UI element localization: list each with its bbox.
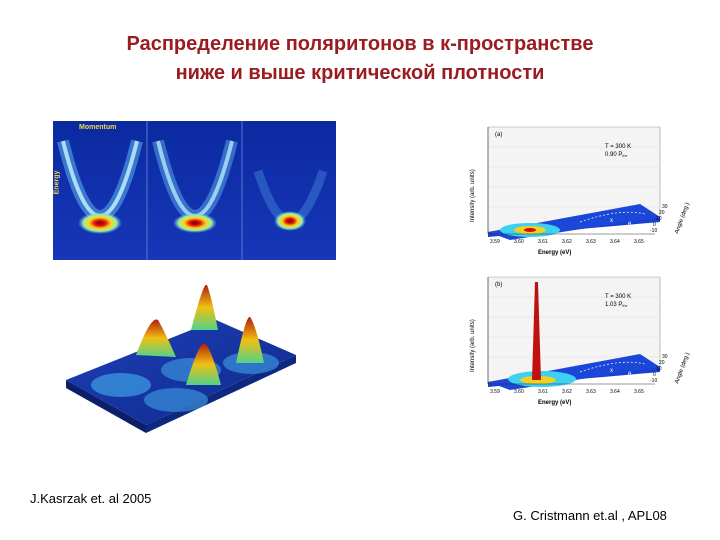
momentum-label: Momentum	[79, 124, 117, 131]
spectrum-panel-b: (b) T = 300 K 1.03 Pthr x θ Intensity (a…	[460, 272, 691, 407]
reference-right: G. Cristmann et.al , APL08	[513, 508, 667, 523]
a-z-tick: 0	[653, 222, 656, 228]
b-z-tick: 0	[653, 372, 656, 378]
b-x-tick: 3.61	[538, 389, 548, 395]
spectrum-a-kx: x	[610, 218, 613, 224]
surface-plot-graphic	[66, 284, 296, 433]
spectrum-a-panel-label: (a)	[495, 132, 502, 138]
a-x-tick: 3.59	[490, 239, 500, 245]
a-x-tick: 3.61	[538, 239, 548, 245]
spectrum-b-zlabel: Angle (deg.)	[674, 352, 690, 385]
spectrum-b-theta: θ	[628, 372, 632, 378]
a-x-tick: 3.65	[634, 239, 644, 245]
dispersion-image: Momentum Energy	[53, 121, 336, 260]
spectrum-a-zlabel: Angle (deg.)	[674, 202, 690, 235]
a-z-tick: -10	[650, 228, 657, 234]
energy-label: Energy	[53, 170, 61, 195]
b-x-tick: 3.59	[490, 389, 500, 395]
slide-title-line-2: ниже и выше критической плотности	[175, 62, 545, 84]
a-x-tick: 3.63	[586, 239, 596, 245]
a-x-tick: 3.60	[514, 239, 524, 245]
spectrum-b-kx: x	[610, 368, 613, 374]
spectrum-b-xlabel: Energy (eV)	[538, 400, 571, 406]
a-z-tick: 10	[656, 216, 662, 222]
spectrum-b-graphic: (b) T = 300 K 1.03 Pthr x θ Intensity (a…	[470, 276, 691, 406]
b-x-tick: 3.63	[586, 389, 596, 395]
spectrum-a-xlabel: Energy (eV)	[538, 250, 571, 256]
spectrum-b-panel-label: (b)	[495, 282, 502, 288]
b-z-tick: 20	[659, 360, 665, 366]
slide-title: Распределение поляритонов в к-пространст…	[0, 30, 720, 88]
spectrum-a-graphic: (a) T = 300 K 0.90 Pthr x θ Intensity (a…	[470, 126, 691, 256]
reference-left: J.Kasrzak et. al 2005	[30, 491, 152, 506]
a-z-tick: 30	[662, 204, 668, 210]
b-x-tick: 3.62	[562, 389, 572, 395]
spectrum-a-temp: T = 300 K	[605, 144, 631, 150]
spectrum-a-power: 0.90 Pthr	[605, 152, 628, 158]
spectrum-a-ylabel: Intensity (arb. units)	[470, 169, 476, 222]
b-x-tick: 3.64	[610, 389, 620, 395]
slide-title-line-1: Распределение поляритонов в к-пространст…	[126, 33, 594, 55]
a-z-tick: 20	[659, 210, 665, 216]
spectrum-b-power: 1.03 Pthr	[605, 302, 628, 308]
a-x-tick: 3.62	[562, 239, 572, 245]
surface-plot	[66, 284, 296, 435]
b-z-tick: 10	[656, 366, 662, 372]
dispersion-image-graphic	[53, 121, 336, 260]
b-z-tick: -10	[650, 378, 657, 384]
b-x-tick: 3.60	[514, 389, 524, 395]
b-z-tick: 30	[662, 354, 668, 360]
spectrum-b-ylabel: Intensity (arb. units)	[470, 319, 476, 372]
spectrum-b-temp: T = 300 K	[605, 294, 631, 300]
spectrum-a-theta: θ	[628, 222, 632, 228]
spectrum-panel-a: (a) T = 300 K 0.90 Pthr x θ Intensity (a…	[460, 122, 691, 257]
a-x-tick: 3.64	[610, 239, 620, 245]
b-x-tick: 3.65	[634, 389, 644, 395]
